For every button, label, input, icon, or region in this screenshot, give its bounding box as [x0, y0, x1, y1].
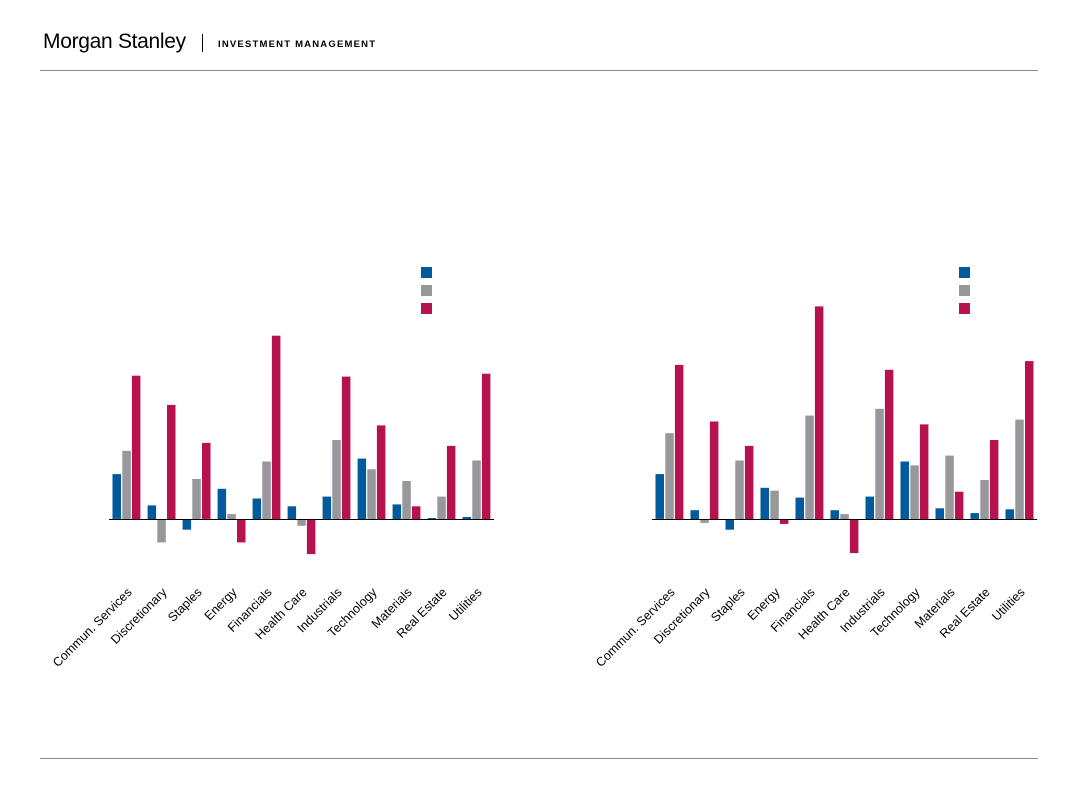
- bar-1-2-11: [472, 460, 481, 519]
- bar-2-2-4: [770, 490, 779, 519]
- bar-1-3-6: [306, 519, 316, 555]
- legend-swatch-1-1: [421, 267, 432, 278]
- bar-2-2-3: [735, 460, 744, 519]
- bar-1-3-8: [376, 425, 386, 519]
- bar-1-1-2: [147, 505, 157, 519]
- bar-2-2-6: [840, 514, 849, 519]
- bar-1-2-1: [122, 450, 131, 520]
- bar-1-1-11: [462, 517, 472, 519]
- bar-1-3-10: [446, 445, 456, 519]
- chart-2: Commun. ServicesDiscretionaryStaplesEner…: [593, 267, 1037, 670]
- bar-2-2-8: [910, 465, 919, 519]
- bar-2-1-5: [795, 497, 804, 520]
- bar-1-1-10: [427, 518, 437, 519]
- bar-1-2-10: [437, 496, 446, 519]
- brand-divider: [202, 34, 203, 52]
- legend-swatch-1-2: [421, 285, 432, 296]
- bar-2-1-9: [935, 508, 944, 519]
- bar-2-2-7: [875, 408, 884, 519]
- header: Morgan Stanley INVESTMENT MANAGEMENT: [0, 0, 1080, 72]
- bar-2-3-9: [954, 491, 964, 519]
- bar-1-3-1: [131, 375, 141, 519]
- bar-1-1-3: [182, 519, 192, 530]
- bar-2-3-10: [989, 440, 999, 519]
- tick-label-2-3: Staples: [708, 585, 747, 624]
- legend-swatch-2-3: [959, 303, 970, 314]
- bar-2-2-2: [700, 519, 709, 523]
- bar-1-3-2: [167, 404, 176, 519]
- bar-2-2-10: [980, 480, 989, 519]
- bar-1-3-9: [411, 506, 421, 519]
- bar-2-1-11: [1005, 509, 1014, 520]
- bar-1-1-7: [322, 496, 332, 519]
- bar-2-1-3: [725, 519, 734, 530]
- bar-1-1-1: [112, 474, 121, 519]
- bar-1-2-9: [402, 481, 411, 519]
- bar-2-1-2: [690, 510, 699, 519]
- bar-1-1-9: [392, 504, 402, 519]
- bar-2-2-11: [1015, 419, 1024, 519]
- bar-2-1-6: [830, 510, 839, 519]
- bar-1-1-6: [287, 506, 297, 519]
- bar-1-2-6: [297, 519, 306, 526]
- bar-2-1-10: [970, 513, 979, 519]
- legend-swatch-2-2: [959, 285, 970, 296]
- bar-2-1-1: [655, 474, 664, 519]
- bar-1-2-2: [157, 519, 166, 543]
- bar-1-2-7: [332, 440, 341, 519]
- brand-logo: Morgan Stanley: [43, 30, 186, 53]
- bar-2-1-4: [760, 487, 769, 519]
- bar-2-1-8: [900, 461, 909, 519]
- bar-2-2-5: [805, 415, 814, 519]
- bar-2-3-1: [674, 364, 684, 519]
- bar-1-3-4: [237, 519, 246, 543]
- bar-2-3-5: [814, 306, 824, 519]
- bar-1-3-5: [271, 335, 281, 519]
- bar-2-3-4: [779, 519, 789, 524]
- bar-2-3-11: [1025, 361, 1034, 519]
- bar-1-1-8: [357, 458, 367, 520]
- bar-1-3-3: [202, 442, 211, 519]
- bar-1-2-8: [367, 469, 376, 519]
- bar-2-3-2: [709, 421, 719, 519]
- bar-2-1-7: [865, 496, 874, 519]
- tick-label-2-11: Utilities: [989, 585, 1027, 623]
- bar-2-2-1: [665, 433, 674, 519]
- bar-2-3-3: [744, 445, 754, 519]
- bar-1-1-5: [252, 498, 262, 519]
- tick-label-1-11: Utilities: [446, 585, 484, 623]
- bar-2-3-6: [849, 519, 859, 554]
- bar-1-1-4: [217, 488, 227, 519]
- bottom-rule: [40, 758, 1038, 759]
- bar-1-3-7: [341, 376, 351, 519]
- bar-2-3-8: [919, 424, 929, 519]
- legend-swatch-1-3: [421, 303, 432, 314]
- bar-1-3-11: [481, 373, 491, 519]
- legend-swatch-2-1: [959, 267, 970, 278]
- brand-subtitle: INVESTMENT MANAGEMENT: [218, 39, 377, 50]
- tick-label-1-3: Staples: [165, 585, 204, 624]
- bar-1-2-3: [192, 479, 201, 519]
- chart-1: Commun. ServicesDiscretionaryStaplesEner…: [50, 267, 494, 670]
- bar-2-3-7: [884, 369, 894, 519]
- bar-2-2-9: [945, 455, 954, 519]
- top-rule: [40, 70, 1038, 71]
- bar-1-2-5: [262, 461, 271, 519]
- bar-1-2-4: [227, 514, 236, 519]
